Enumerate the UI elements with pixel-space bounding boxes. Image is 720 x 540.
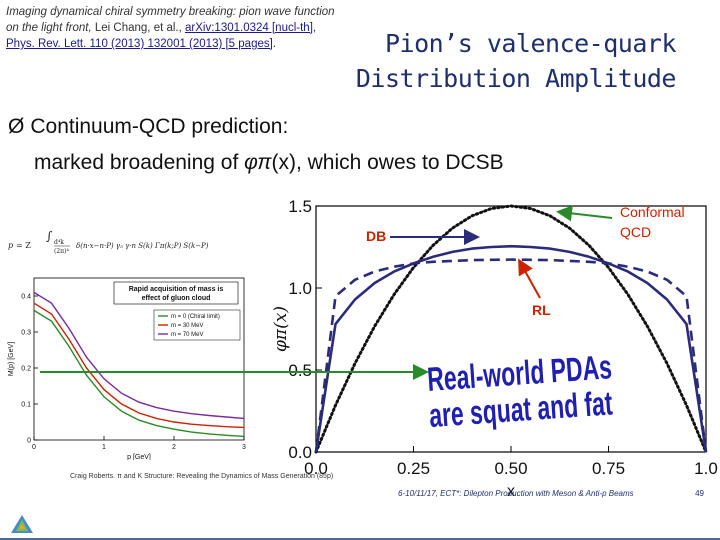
bullet-arrow-icon: Ø: [8, 115, 25, 138]
inset-annotation-line-1: Rapid acquisition of mass is: [129, 286, 224, 293]
reference-line-3: Phys. Rev. Lett. 110 (2013) 132001 (2013…: [6, 36, 386, 52]
reference-authors: Lei Chang, et al.: [94, 22, 179, 34]
main-series-solid: [314, 244, 708, 453]
svg-text:= Z: = Z: [16, 241, 31, 250]
inset-legend-label: m = 70 MeV: [171, 332, 204, 338]
main-x-tick-label: 1.0: [694, 459, 718, 478]
pion-pda-chart: 0.0 0.25 0.50 0.75 1.0 0.0 0.5 1.0 1.5 x φπ(x): [271, 197, 718, 500]
bottom-bar: [0, 538, 720, 540]
main-y-tick-label: 1.0: [288, 279, 312, 298]
bullet-line-2: marked broadening of φπ(x), which owes t…: [34, 148, 504, 178]
inset-x-tick-label: 1: [102, 444, 106, 451]
main-y-tick-label: 0.5: [288, 361, 312, 380]
realworld-callout: Real-world PDAs are squat and fat: [426, 350, 614, 435]
slide-title-line-1: Pion’s valence-quark: [384, 29, 677, 58]
main-series-dotted: [314, 204, 708, 454]
conformal-label: Conformal QCD: [620, 202, 685, 242]
inset-x-tick-label: 0: [32, 444, 36, 451]
svg-text:δ(n·x−n·P) γ₅ γ·n S(k) Γπ(k;P): δ(n·x−n·P) γ₅ γ·n S(k) Γπ(k;P) S(k−P): [76, 242, 209, 250]
reference-line-2-prefix: on the light front,: [6, 22, 95, 34]
reference-separator: ,: [178, 22, 186, 34]
inset-y-tick-label: 0.4: [21, 294, 31, 301]
slide-title-line-2: Distribution Amplitude: [355, 64, 677, 93]
inset-x-tick-label: 2: [172, 444, 176, 451]
inset-y-tick-label: 0.3: [21, 330, 31, 337]
main-series-dashed: [314, 258, 708, 453]
footer-left: Craig Roberts. π and K Structure: Reveal…: [70, 473, 334, 480]
main-y-axis-label: φπ(x): [271, 306, 291, 352]
inset-y-tick-label: 0.2: [21, 366, 31, 373]
main-x-axis-label: x: [507, 483, 515, 500]
conformal-label-line-2: QCD: [620, 224, 652, 240]
inset-legend: [153, 309, 241, 341]
inset-y-axis-label: M(p) [GeV]: [8, 342, 15, 376]
reference-separator-2: ,: [312, 22, 317, 34]
main-y-tick-label: 0.0: [288, 443, 312, 462]
arxiv-link[interactable]: arXiv:1301.0324 [nucl-th]: [185, 22, 313, 34]
mass-function-chart: 0 1 2 3 0 0.1 0.2 0.3 0.4 p [GeV] M(p) [GeV] Rapid …: [4, 268, 254, 460]
conformal-label-line-1: Conformal: [620, 204, 685, 220]
svg-text:(2π)⁴: (2π)⁴: [54, 248, 69, 255]
reference-line-1: Imaging dynamical chiral symmetry breaki…: [6, 6, 335, 18]
inset-plot-frame: [33, 277, 245, 441]
bullet-phi-symbol: φπ: [244, 151, 272, 174]
inset-series-line: [33, 291, 245, 420]
bullet-line-1: Continuum-QCD prediction:: [30, 115, 289, 138]
inset-y-tick-label: 0: [27, 438, 31, 445]
slide-title: Pion’s valence-quark Distribution Amplit…: [355, 26, 677, 96]
journal-link[interactable]: Phys. Rev. Lett. 110 (2013) 132001 (2013…: [6, 38, 273, 50]
reference-citation: Imaging dynamical chiral symmetry breaki…: [6, 4, 386, 52]
svg-text:p: p: [8, 241, 13, 250]
logo-icon: [11, 515, 33, 533]
main-x-tick-label: 0.50: [494, 459, 527, 478]
footer-right: 6-10/11/17, ECT*: Dilepton Production wi…: [398, 489, 634, 498]
inset-annotation-line-2: effect of gluon cloud: [142, 295, 211, 302]
inset-x-tick-label: 3: [242, 444, 246, 451]
inset-legend-label: m = 0 (Chiral limit): [171, 314, 220, 320]
inset-legend-label: m = 30 MeV: [171, 323, 204, 329]
bullet-line-2-suffix: (x), which owes to DCSB: [271, 151, 504, 174]
gap-equation-image: p = Z ∫ d⁴k (2π)⁴ δ(n·x−n·P) γ₅ γ·n S(k)…: [8, 229, 209, 255]
inset-x-axis-label: p [GeV]: [127, 454, 151, 460]
reference-line-2: on the light front, Lei Chang, et al., a…: [6, 20, 386, 36]
main-y-tick-label: 1.5: [288, 197, 312, 216]
rl-label: RL: [532, 302, 551, 318]
main-x-tick-label: 0.25: [397, 459, 430, 478]
svg-text:d⁴k: d⁴k: [54, 239, 64, 246]
bullet-line-2-prefix: marked broadening of: [34, 151, 245, 174]
reference-end: .: [272, 38, 277, 50]
main-x-tick-label: 0.75: [592, 459, 625, 478]
inset-annotation-box: [113, 281, 239, 305]
page-number: 49: [695, 489, 704, 498]
main-x-tick-label: 0.0: [304, 459, 328, 478]
bullet-point: Ø Continuum-QCD prediction:: [8, 112, 288, 142]
svg-text:∫: ∫: [46, 229, 53, 243]
inset-series-line: [33, 302, 245, 429]
db-label: DB: [366, 228, 387, 244]
inset-y-tick-label: 0.1: [21, 402, 31, 409]
inset-series-line: [33, 309, 245, 438]
